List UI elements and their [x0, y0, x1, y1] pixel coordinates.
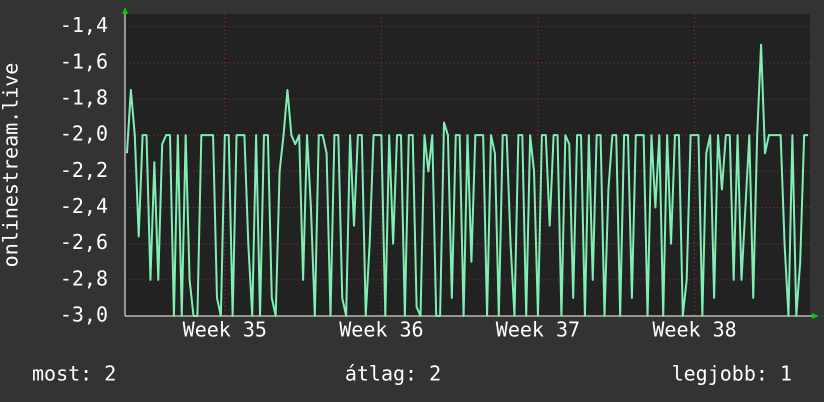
x-tick-label: Week 35: [183, 318, 267, 342]
y-tick-label: -2,4: [60, 194, 108, 218]
y-arrow: [122, 7, 128, 14]
y-tick-label: -1,4: [60, 13, 108, 37]
y-tick-label: -2,6: [60, 230, 108, 254]
y-tick-label: -2,2: [60, 158, 108, 182]
y-tick-label: -2,8: [60, 266, 108, 290]
x-tick-label: Week 36: [339, 318, 423, 342]
x-arrow: [812, 313, 819, 319]
y-tick-label: -2,0: [60, 122, 108, 146]
y-tick-label: -1,6: [60, 49, 108, 73]
data-line: [125, 43, 809, 317]
y-axis-label: onlinestream.live: [0, 63, 23, 268]
y-tick-label: -1,8: [60, 85, 108, 109]
y-tick-label: -3,0: [60, 303, 108, 327]
footer-best: legjobb: 1: [672, 362, 792, 386]
x-tick-label: Week 38: [652, 318, 736, 342]
x-tick-label: Week 37: [496, 318, 580, 342]
footer-current: most: 2: [32, 362, 116, 386]
footer-average: átlag: 2: [345, 362, 441, 386]
